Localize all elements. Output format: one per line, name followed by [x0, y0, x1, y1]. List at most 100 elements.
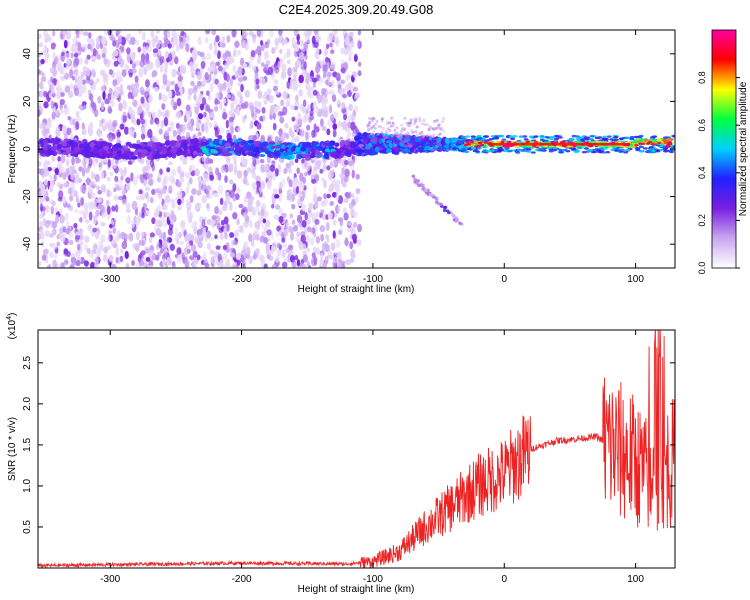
heatmap-cell: [117, 195, 124, 201]
heatmap-cell: [204, 37, 209, 44]
heatmap-cell: [458, 221, 462, 225]
heatmap-cell: [100, 183, 106, 191]
heatmap-cell: [348, 56, 352, 62]
heatmap-cell: [141, 206, 145, 216]
heatmap-cell: [259, 40, 264, 46]
heatmap-cell: [57, 150, 62, 155]
heatmap-cell: [96, 185, 101, 191]
heatmap-cell: [107, 148, 113, 152]
heatmap-cell: [138, 189, 143, 195]
heatmap-cell: [329, 42, 333, 48]
heatmap-cell: [113, 187, 117, 193]
heatmap-cell: [321, 94, 326, 105]
heatmap-cell: [111, 263, 117, 268]
heatmap-cell: [302, 250, 308, 257]
heatmap-cell: [303, 41, 309, 51]
heatmap-cell: [332, 218, 337, 226]
heatmap-cell: [81, 84, 87, 94]
heatmap-cell: [281, 69, 287, 78]
heatmap-cell: [289, 194, 294, 203]
heatmap-cell: [53, 252, 58, 259]
heatmap-cell: [286, 221, 290, 229]
heatmap-cell: [230, 252, 236, 258]
heatmap-cell: [225, 195, 231, 205]
heatmap-cell: [176, 97, 182, 107]
heatmap-cell: [99, 204, 105, 213]
heatmap-cell: [234, 229, 239, 239]
heatmap-cell: [49, 138, 57, 143]
heatmap-cell: [209, 63, 216, 72]
heatmap-cell: [402, 149, 408, 154]
heatmap-cell: [141, 152, 146, 158]
heatmap-cell: [303, 31, 307, 37]
heatmap-cell: [201, 183, 207, 192]
heatmap-cell: [299, 143, 304, 148]
heatmap-cell: [170, 80, 176, 86]
heatmap-cell: [106, 235, 111, 243]
heatmap-cell: [44, 169, 50, 177]
heatmap-cell: [100, 170, 105, 180]
heatmap-cell: [278, 207, 284, 216]
heatmap-cell: [125, 202, 131, 210]
heatmap-cell: [84, 235, 90, 244]
heatmap-cell: [226, 264, 232, 268]
heatmap-cell: [106, 205, 111, 215]
heatmap-cell: [50, 82, 55, 92]
heatmap-cell: [79, 57, 83, 66]
heatmap-cell: [186, 206, 191, 216]
heatmap-cell: [171, 68, 177, 78]
heatmap-cell: [60, 262, 65, 268]
heatmap-cell: [211, 214, 218, 221]
heatmap-cell: [328, 104, 333, 114]
heatmap-cell: [426, 123, 430, 127]
heatmap-cell: [322, 163, 327, 172]
heatmap-cell: [64, 131, 68, 141]
heatmap-cell: [242, 76, 248, 81]
heatmap-cell: [296, 258, 301, 267]
heatmap-cell: [69, 82, 74, 90]
heatmap-cell: [171, 201, 176, 209]
heatmap-cell: [297, 60, 301, 68]
heatmap-cell: [420, 131, 424, 135]
heatmap-cell: [41, 122, 47, 129]
heatmap-cell: [146, 148, 152, 153]
heatmap-cell: [312, 89, 318, 96]
heatmap-cell: [385, 122, 389, 126]
heatmap-cell: [77, 230, 82, 235]
heatmap-cell: [437, 123, 441, 127]
heatmap-cell: [240, 83, 244, 93]
heatmap-cell: [648, 146, 654, 149]
heatmap-cell: [357, 61, 362, 67]
heatmap-cell: [38, 42, 44, 48]
heatmap-cell: [415, 125, 419, 129]
heatmap-cell: [128, 143, 136, 149]
heatmap-cell: [306, 247, 311, 253]
heatmap-cell: [339, 153, 344, 159]
heatmap-cell: [389, 124, 393, 128]
heatmap-cell: [312, 144, 318, 150]
heatmap-cell: [153, 86, 159, 92]
heatmap-cell: [90, 192, 96, 199]
heatmap-cell: [394, 139, 400, 145]
heatmap-cell: [120, 154, 128, 160]
heatmap-cell: [213, 121, 218, 128]
heatmap-cell: [210, 148, 217, 153]
heatmap-cell: [614, 149, 620, 152]
heatmap-cell: [211, 30, 217, 36]
heatmap-cell: [633, 135, 639, 139]
heatmap-cell: [242, 211, 248, 219]
heatmap-cell: [174, 227, 179, 236]
heatmap-cell: [275, 229, 280, 238]
heatmap-cell: [272, 122, 277, 131]
heatmap-cell: [188, 118, 195, 127]
heatmap-cell: [276, 249, 282, 257]
heatmap-cell: [625, 148, 631, 152]
heatmap-cell: [414, 118, 418, 122]
heatmap-cell: [50, 179, 55, 188]
heatmap-cell: [65, 250, 71, 257]
heatmap-cell: [177, 198, 182, 206]
heatmap-cell: [225, 258, 230, 266]
heatmap-cell: [338, 258, 342, 264]
heatmap-cell: [618, 137, 624, 141]
heatmap-cell: [335, 72, 341, 82]
